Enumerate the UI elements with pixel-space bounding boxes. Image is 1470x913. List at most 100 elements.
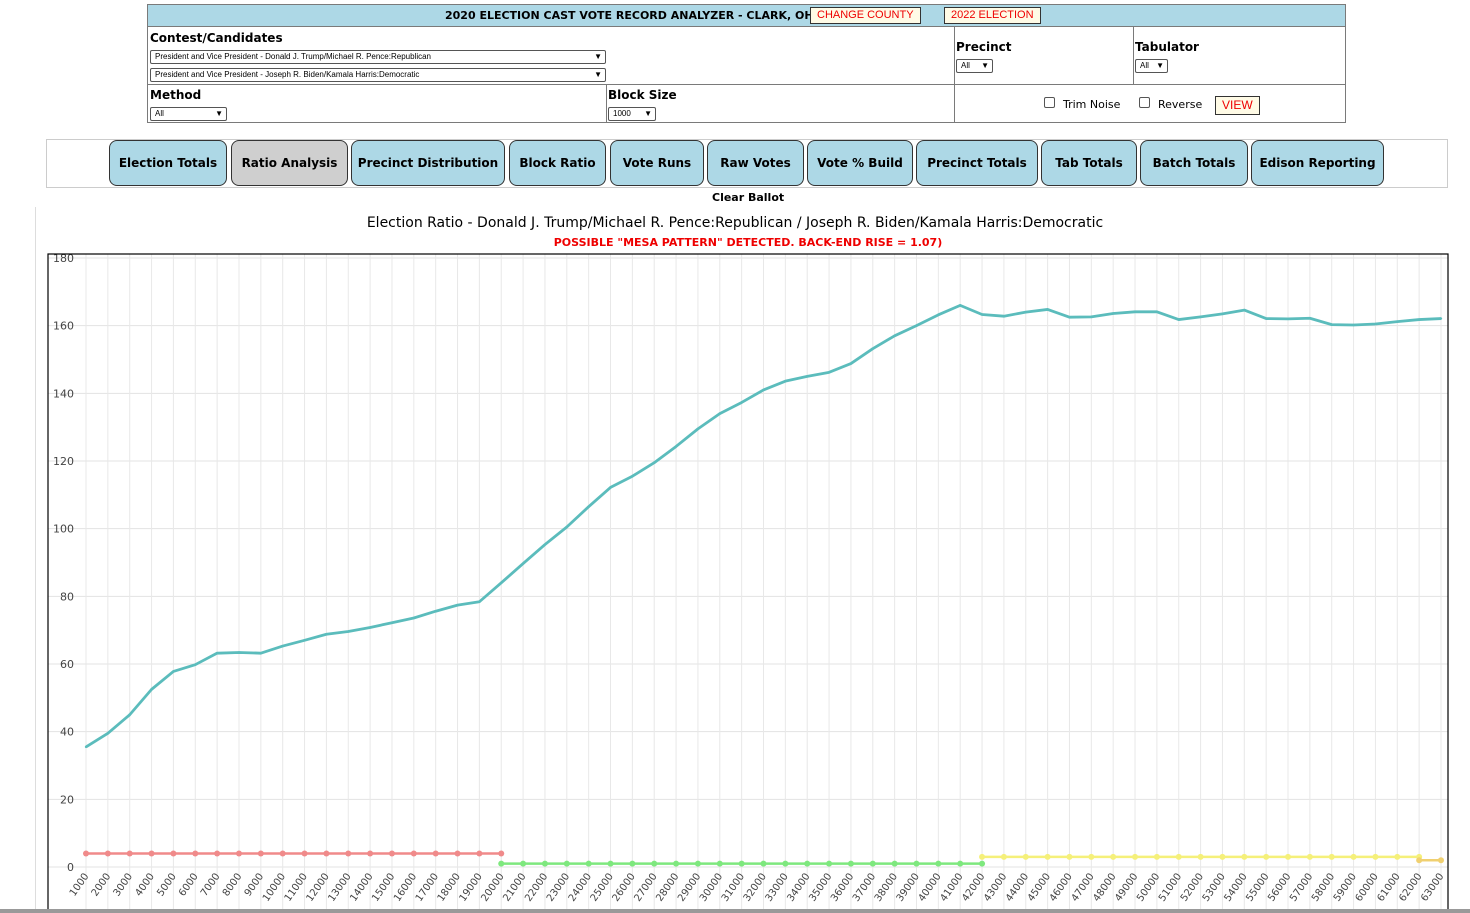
reverse-checkbox[interactable] [1139, 97, 1150, 108]
segment-point [1306, 853, 1313, 860]
segment-point [1241, 853, 1248, 860]
segment-point [257, 850, 264, 857]
tab-raw-votes[interactable]: Raw Votes [707, 140, 804, 186]
chart-title: Election Ratio - Donald J. Trump/Michael… [366, 215, 1104, 231]
tab-ratio-analysis[interactable]: Ratio Analysis [231, 140, 348, 186]
segment-point [979, 853, 986, 860]
segment-point [935, 860, 942, 867]
ratio-point [150, 688, 153, 691]
segment-point [454, 850, 461, 857]
ratio-point [1068, 316, 1071, 319]
segment-point [716, 860, 723, 867]
precinct-value: All [961, 61, 970, 70]
ratio-point [1308, 317, 1312, 320]
tab-vote-runs[interactable]: Vote Runs [610, 140, 704, 186]
segment-point [826, 860, 833, 867]
segment-point [170, 850, 177, 857]
ratio-point [1177, 318, 1180, 321]
ratio-point [281, 644, 284, 648]
tab-vote-build[interactable]: Vote % Build [807, 140, 913, 186]
segment-point [235, 850, 242, 857]
ratio-point [1111, 312, 1115, 315]
segment-point [1197, 853, 1204, 860]
ratio-point [215, 651, 219, 655]
chart-area [35, 207, 1466, 913]
ratio-point [958, 304, 962, 307]
change-county-button[interactable]: CHANGE COUNTY [810, 7, 921, 24]
tab-tab-totals[interactable]: Tab Totals [1041, 140, 1137, 186]
ratio-point [1243, 308, 1246, 312]
ratio-point [543, 543, 547, 546]
ratio-point [1417, 318, 1421, 321]
ratio-point [565, 525, 569, 529]
segment-point [738, 860, 745, 867]
candidate1-select[interactable]: President and Vice President - Donald J.… [150, 50, 606, 64]
segment-point [1394, 853, 1401, 860]
y-tick-label: 140 [53, 387, 74, 400]
segment-point [651, 860, 658, 867]
app-title: 2020 ELECTION CAST VOTE RECORD ANALYZER … [445, 9, 828, 22]
ratio-point [674, 445, 678, 448]
plot-frame [47, 253, 1449, 913]
candidate2-select[interactable]: President and Vice President - Joseph R.… [150, 68, 606, 82]
segment-point [1153, 853, 1160, 860]
x-tick-label: 1000 [68, 871, 92, 898]
y-tick-label: 120 [53, 455, 74, 468]
segment-point [388, 850, 395, 857]
segment-point [1066, 853, 1073, 860]
method-select[interactable]: All ▼ [150, 107, 227, 121]
segment-point [345, 850, 352, 857]
segment-point [520, 860, 527, 867]
ratio-point [1330, 323, 1333, 326]
segment-point [301, 850, 308, 857]
tabulator-select[interactable]: All ▼ [1135, 59, 1168, 73]
ratio-point [740, 401, 743, 404]
tab-edison-reporting[interactable]: Edison Reporting [1251, 140, 1384, 186]
chevron-down-icon: ▼ [594, 52, 602, 61]
block-size-select[interactable]: 1000 ▼ [608, 107, 656, 121]
horizontal-scrollbar[interactable] [0, 909, 1470, 913]
segment-point [367, 850, 374, 857]
ratio-point [84, 745, 88, 749]
ratio-point [980, 313, 984, 316]
y-tick-label: 60 [60, 658, 74, 671]
ratio-point [1352, 323, 1355, 327]
segment-point [1175, 853, 1182, 860]
segment-point [192, 850, 199, 857]
contest-label: Contest/Candidates [150, 31, 283, 45]
x-axis: 1000200030004000500060007000800090001000… [68, 871, 1447, 903]
x-tick-label: 3000 [112, 871, 136, 898]
tab-election-totals[interactable]: Election Totals [109, 140, 227, 186]
segment-point [585, 860, 592, 867]
chevron-down-icon: ▼ [1156, 61, 1164, 70]
tab-precinct-distribution[interactable]: Precinct Distribution [351, 140, 505, 186]
ratio-point [893, 334, 896, 338]
segment-point [847, 860, 854, 867]
trim-noise-checkbox[interactable] [1044, 97, 1055, 108]
x-tick-label: 5000 [155, 871, 179, 898]
segment-point [1219, 853, 1226, 860]
ratio-point [1286, 317, 1290, 321]
segment-point [1285, 853, 1292, 860]
ratio-point [172, 670, 175, 673]
segment-point [476, 850, 483, 857]
tab-block-ratio[interactable]: Block Ratio [509, 140, 606, 186]
tab-batch-totals[interactable]: Batch Totals [1140, 140, 1248, 186]
trim-noise-label: Trim Noise [1063, 98, 1121, 111]
ratio-point [325, 633, 328, 636]
ratio-point [434, 610, 437, 613]
ratio-point [653, 461, 656, 464]
tab-precinct-totals[interactable]: Precinct Totals [916, 140, 1038, 186]
segment-point [1132, 853, 1139, 860]
ratio-point [827, 371, 831, 374]
ratio-point [347, 630, 350, 633]
y-tick-label: 20 [60, 793, 74, 806]
view-button[interactable]: VIEW [1215, 96, 1260, 115]
2022-election-button[interactable]: 2022 ELECTION [944, 7, 1041, 24]
ratio-point [237, 651, 241, 654]
precinct-select[interactable]: All ▼ [956, 59, 993, 73]
ratio-point [1439, 317, 1443, 320]
segment-point [891, 860, 898, 867]
ratio-point [1264, 317, 1268, 320]
segment-point [498, 850, 505, 857]
